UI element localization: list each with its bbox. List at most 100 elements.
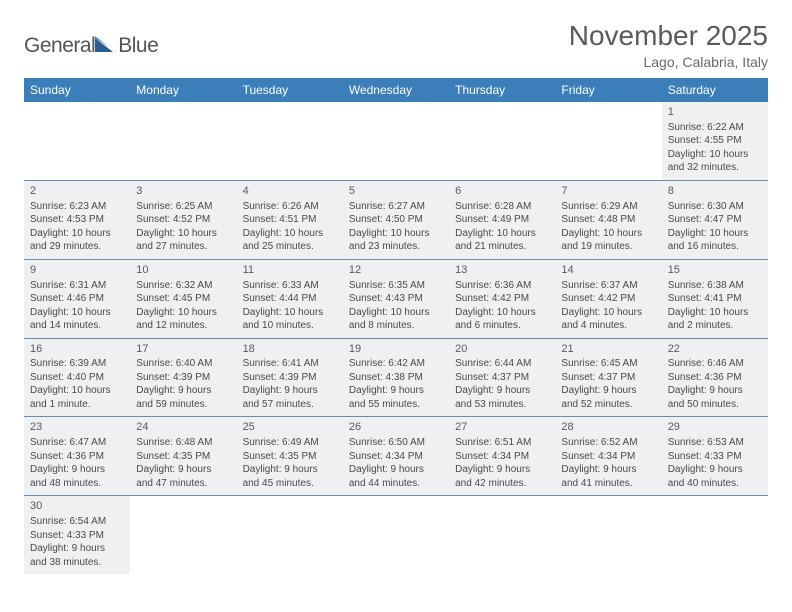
day-number: 13 — [455, 263, 549, 278]
day-number: 3 — [136, 184, 230, 199]
daylight-text: Daylight: 10 hours and 16 minutes. — [668, 227, 762, 254]
day-cell: 26Sunrise: 6:50 AMSunset: 4:34 PMDayligh… — [343, 417, 449, 496]
day-number: 10 — [136, 263, 230, 278]
sunset-text: Sunset: 4:55 PM — [668, 134, 762, 148]
daylight-text: Daylight: 10 hours and 19 minutes. — [561, 227, 655, 254]
day-cell: 24Sunrise: 6:48 AMSunset: 4:35 PMDayligh… — [130, 417, 236, 496]
logo-flag-icon — [95, 36, 115, 57]
sunrise-text: Sunrise: 6:25 AM — [136, 200, 230, 214]
weekday-header: Wednesday — [343, 78, 449, 102]
sunset-text: Sunset: 4:36 PM — [30, 450, 124, 464]
empty-cell — [237, 102, 343, 180]
sunset-text: Sunset: 4:42 PM — [455, 292, 549, 306]
sunset-text: Sunset: 4:42 PM — [561, 292, 655, 306]
daylight-text: Daylight: 9 hours and 42 minutes. — [455, 463, 549, 490]
weekday-header: Sunday — [24, 78, 130, 102]
header: General Blue November 2025 Lago, Calabri… — [24, 20, 768, 70]
daylight-text: Daylight: 9 hours and 48 minutes. — [30, 463, 124, 490]
daylight-text: Daylight: 10 hours and 32 minutes. — [668, 148, 762, 175]
logo: General Blue — [24, 34, 158, 58]
weekday-header: Thursday — [449, 78, 555, 102]
day-number: 30 — [30, 499, 124, 514]
day-number: 7 — [561, 184, 655, 199]
sunset-text: Sunset: 4:38 PM — [349, 371, 443, 385]
sunrise-text: Sunrise: 6:31 AM — [30, 279, 124, 293]
day-cell: 2Sunrise: 6:23 AMSunset: 4:53 PMDaylight… — [24, 180, 130, 259]
title-block: November 2025 Lago, Calabria, Italy — [569, 20, 768, 70]
sunrise-text: Sunrise: 6:42 AM — [349, 357, 443, 371]
day-cell: 13Sunrise: 6:36 AMSunset: 4:42 PMDayligh… — [449, 259, 555, 338]
empty-cell — [662, 496, 768, 574]
month-title: November 2025 — [569, 20, 768, 52]
empty-cell — [555, 496, 661, 574]
daylight-text: Daylight: 10 hours and 12 minutes. — [136, 306, 230, 333]
sunset-text: Sunset: 4:41 PM — [668, 292, 762, 306]
sunset-text: Sunset: 4:35 PM — [136, 450, 230, 464]
sunset-text: Sunset: 4:50 PM — [349, 213, 443, 227]
logo-general: General — [24, 34, 95, 58]
day-cell: 14Sunrise: 6:37 AMSunset: 4:42 PMDayligh… — [555, 259, 661, 338]
calendar-row: 9Sunrise: 6:31 AMSunset: 4:46 PMDaylight… — [24, 259, 768, 338]
daylight-text: Daylight: 9 hours and 41 minutes. — [561, 463, 655, 490]
day-number: 17 — [136, 342, 230, 357]
empty-cell — [237, 496, 343, 574]
day-number: 4 — [243, 184, 337, 199]
daylight-text: Daylight: 9 hours and 44 minutes. — [349, 463, 443, 490]
calendar-body: 1Sunrise: 6:22 AMSunset: 4:55 PMDaylight… — [24, 102, 768, 574]
sunrise-text: Sunrise: 6:49 AM — [243, 436, 337, 450]
sunset-text: Sunset: 4:34 PM — [561, 450, 655, 464]
day-number: 16 — [30, 342, 124, 357]
sunrise-text: Sunrise: 6:26 AM — [243, 200, 337, 214]
calendar-row: 2Sunrise: 6:23 AMSunset: 4:53 PMDaylight… — [24, 180, 768, 259]
empty-cell — [449, 102, 555, 180]
sunset-text: Sunset: 4:33 PM — [668, 450, 762, 464]
daylight-text: Daylight: 10 hours and 14 minutes. — [30, 306, 124, 333]
day-cell: 8Sunrise: 6:30 AMSunset: 4:47 PMDaylight… — [662, 180, 768, 259]
sunrise-text: Sunrise: 6:29 AM — [561, 200, 655, 214]
daylight-text: Daylight: 10 hours and 21 minutes. — [455, 227, 549, 254]
day-number: 25 — [243, 420, 337, 435]
calendar-row: 30Sunrise: 6:54 AMSunset: 4:33 PMDayligh… — [24, 496, 768, 574]
day-number: 26 — [349, 420, 443, 435]
day-cell: 27Sunrise: 6:51 AMSunset: 4:34 PMDayligh… — [449, 417, 555, 496]
sunrise-text: Sunrise: 6:51 AM — [455, 436, 549, 450]
sunrise-text: Sunrise: 6:28 AM — [455, 200, 549, 214]
sunrise-text: Sunrise: 6:52 AM — [561, 436, 655, 450]
sunset-text: Sunset: 4:45 PM — [136, 292, 230, 306]
daylight-text: Daylight: 9 hours and 55 minutes. — [349, 384, 443, 411]
sunset-text: Sunset: 4:34 PM — [349, 450, 443, 464]
day-number: 8 — [668, 184, 762, 199]
day-cell: 9Sunrise: 6:31 AMSunset: 4:46 PMDaylight… — [24, 259, 130, 338]
sunset-text: Sunset: 4:35 PM — [243, 450, 337, 464]
sunset-text: Sunset: 4:40 PM — [30, 371, 124, 385]
empty-cell — [343, 102, 449, 180]
daylight-text: Daylight: 9 hours and 38 minutes. — [30, 542, 124, 569]
day-cell: 25Sunrise: 6:49 AMSunset: 4:35 PMDayligh… — [237, 417, 343, 496]
day-number: 24 — [136, 420, 230, 435]
sunset-text: Sunset: 4:53 PM — [30, 213, 124, 227]
daylight-text: Daylight: 9 hours and 52 minutes. — [561, 384, 655, 411]
day-cell: 18Sunrise: 6:41 AMSunset: 4:39 PMDayligh… — [237, 338, 343, 417]
day-cell: 11Sunrise: 6:33 AMSunset: 4:44 PMDayligh… — [237, 259, 343, 338]
sunrise-text: Sunrise: 6:40 AM — [136, 357, 230, 371]
empty-cell — [449, 496, 555, 574]
day-cell: 20Sunrise: 6:44 AMSunset: 4:37 PMDayligh… — [449, 338, 555, 417]
daylight-text: Daylight: 9 hours and 57 minutes. — [243, 384, 337, 411]
sunrise-text: Sunrise: 6:45 AM — [561, 357, 655, 371]
daylight-text: Daylight: 10 hours and 25 minutes. — [243, 227, 337, 254]
sunset-text: Sunset: 4:37 PM — [561, 371, 655, 385]
sunset-text: Sunset: 4:46 PM — [30, 292, 124, 306]
empty-cell — [555, 102, 661, 180]
daylight-text: Daylight: 9 hours and 53 minutes. — [455, 384, 549, 411]
day-number: 11 — [243, 263, 337, 278]
daylight-text: Daylight: 9 hours and 40 minutes. — [668, 463, 762, 490]
day-number: 14 — [561, 263, 655, 278]
day-cell: 3Sunrise: 6:25 AMSunset: 4:52 PMDaylight… — [130, 180, 236, 259]
logo-blue: Blue — [118, 34, 158, 58]
daylight-text: Daylight: 9 hours and 50 minutes. — [668, 384, 762, 411]
sunset-text: Sunset: 4:39 PM — [136, 371, 230, 385]
sunset-text: Sunset: 4:36 PM — [668, 371, 762, 385]
day-cell: 5Sunrise: 6:27 AMSunset: 4:50 PMDaylight… — [343, 180, 449, 259]
sunset-text: Sunset: 4:43 PM — [349, 292, 443, 306]
day-number: 1 — [668, 105, 762, 120]
